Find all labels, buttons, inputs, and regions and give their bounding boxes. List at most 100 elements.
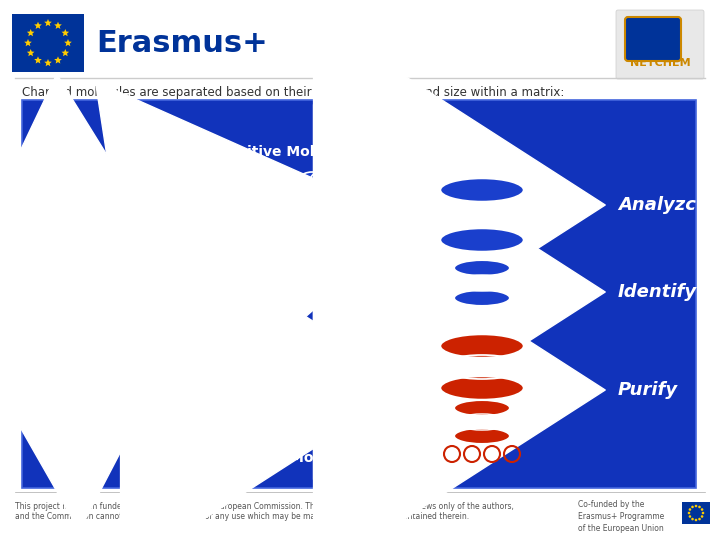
Circle shape — [83, 332, 113, 362]
Polygon shape — [24, 39, 32, 46]
Circle shape — [125, 308, 159, 342]
Ellipse shape — [454, 290, 510, 306]
Ellipse shape — [440, 178, 524, 202]
Circle shape — [281, 376, 315, 410]
Circle shape — [309, 407, 315, 413]
Circle shape — [309, 361, 319, 371]
Text: Erasmus+: Erasmus+ — [96, 29, 268, 57]
Polygon shape — [454, 408, 510, 436]
Circle shape — [294, 389, 302, 397]
Text: Size
Separation: Size Separation — [350, 294, 426, 322]
Polygon shape — [34, 56, 42, 64]
FancyBboxPatch shape — [625, 17, 681, 61]
Text: Mixture of
Charged Molecules: Mixture of Charged Molecules — [42, 375, 174, 404]
Ellipse shape — [454, 400, 510, 416]
Circle shape — [81, 278, 119, 316]
Circle shape — [252, 168, 304, 220]
Circle shape — [48, 271, 92, 315]
Circle shape — [698, 505, 701, 508]
Circle shape — [120, 264, 172, 316]
Text: Analyzc: Analyzc — [618, 196, 696, 214]
FancyBboxPatch shape — [682, 502, 710, 524]
Circle shape — [309, 171, 335, 197]
Polygon shape — [61, 49, 69, 56]
Polygon shape — [64, 39, 72, 46]
Ellipse shape — [454, 260, 510, 276]
Polygon shape — [440, 346, 524, 388]
Circle shape — [242, 368, 282, 408]
Text: Charge
Separation: Charge Separation — [160, 275, 236, 305]
FancyBboxPatch shape — [22, 100, 696, 488]
Text: and the Commission cannot be held responsible for any use which may be made of t: and the Commission cannot be held respon… — [15, 512, 469, 521]
Polygon shape — [34, 22, 42, 29]
Circle shape — [65, 288, 75, 298]
Text: Positive Molecules: Positive Molecules — [220, 145, 365, 159]
Circle shape — [688, 515, 691, 518]
Circle shape — [292, 172, 332, 212]
Circle shape — [252, 166, 280, 194]
Circle shape — [258, 383, 266, 393]
Circle shape — [695, 519, 697, 521]
Text: NETCHEM: NETCHEM — [630, 58, 690, 68]
Polygon shape — [27, 49, 35, 56]
Circle shape — [701, 515, 703, 518]
Circle shape — [271, 408, 279, 416]
Circle shape — [83, 240, 89, 246]
Circle shape — [245, 207, 279, 241]
Circle shape — [71, 322, 81, 332]
Circle shape — [147, 250, 153, 256]
Circle shape — [319, 215, 329, 225]
Circle shape — [258, 220, 266, 228]
Circle shape — [52, 303, 100, 351]
Ellipse shape — [440, 228, 524, 252]
Circle shape — [698, 518, 701, 521]
Circle shape — [284, 267, 290, 273]
Text: Negative Molecules: Negative Molecules — [215, 451, 369, 465]
Ellipse shape — [454, 428, 510, 444]
FancyBboxPatch shape — [616, 10, 704, 79]
Circle shape — [99, 302, 141, 344]
Circle shape — [695, 505, 697, 507]
Circle shape — [254, 224, 298, 268]
Circle shape — [250, 414, 278, 442]
Circle shape — [73, 230, 99, 256]
Circle shape — [296, 226, 328, 258]
Circle shape — [702, 512, 704, 514]
Circle shape — [271, 241, 281, 251]
Circle shape — [688, 508, 691, 511]
Circle shape — [100, 221, 132, 253]
Text: Charged molecules are separated based on their electrical charge and size within: Charged molecules are separated based on… — [22, 86, 564, 99]
Circle shape — [95, 343, 102, 350]
Circle shape — [136, 239, 164, 267]
Circle shape — [292, 344, 336, 388]
Text: Co-funded by the
Erasmus+ Programme
of the European Union: Co-funded by the Erasmus+ Programme of t… — [578, 500, 665, 532]
Circle shape — [688, 512, 690, 514]
Text: Identify: Identify — [618, 283, 697, 301]
Ellipse shape — [440, 376, 524, 400]
Circle shape — [284, 343, 290, 349]
Circle shape — [691, 505, 694, 508]
Circle shape — [138, 321, 145, 329]
Polygon shape — [61, 29, 69, 36]
Circle shape — [96, 293, 104, 301]
Circle shape — [307, 187, 316, 197]
Circle shape — [103, 237, 149, 283]
Circle shape — [297, 395, 327, 425]
Circle shape — [321, 351, 327, 357]
Circle shape — [319, 181, 325, 187]
Polygon shape — [44, 59, 52, 66]
Circle shape — [293, 216, 301, 224]
Circle shape — [115, 319, 125, 328]
Circle shape — [140, 284, 152, 296]
Polygon shape — [27, 29, 35, 36]
Circle shape — [308, 239, 315, 246]
Circle shape — [263, 177, 269, 183]
Circle shape — [81, 256, 94, 269]
Text: Purify: Purify — [618, 381, 678, 399]
Circle shape — [311, 341, 337, 367]
Circle shape — [302, 198, 346, 242]
Circle shape — [255, 392, 295, 432]
Circle shape — [121, 255, 131, 265]
Circle shape — [58, 233, 118, 293]
Circle shape — [691, 518, 694, 521]
